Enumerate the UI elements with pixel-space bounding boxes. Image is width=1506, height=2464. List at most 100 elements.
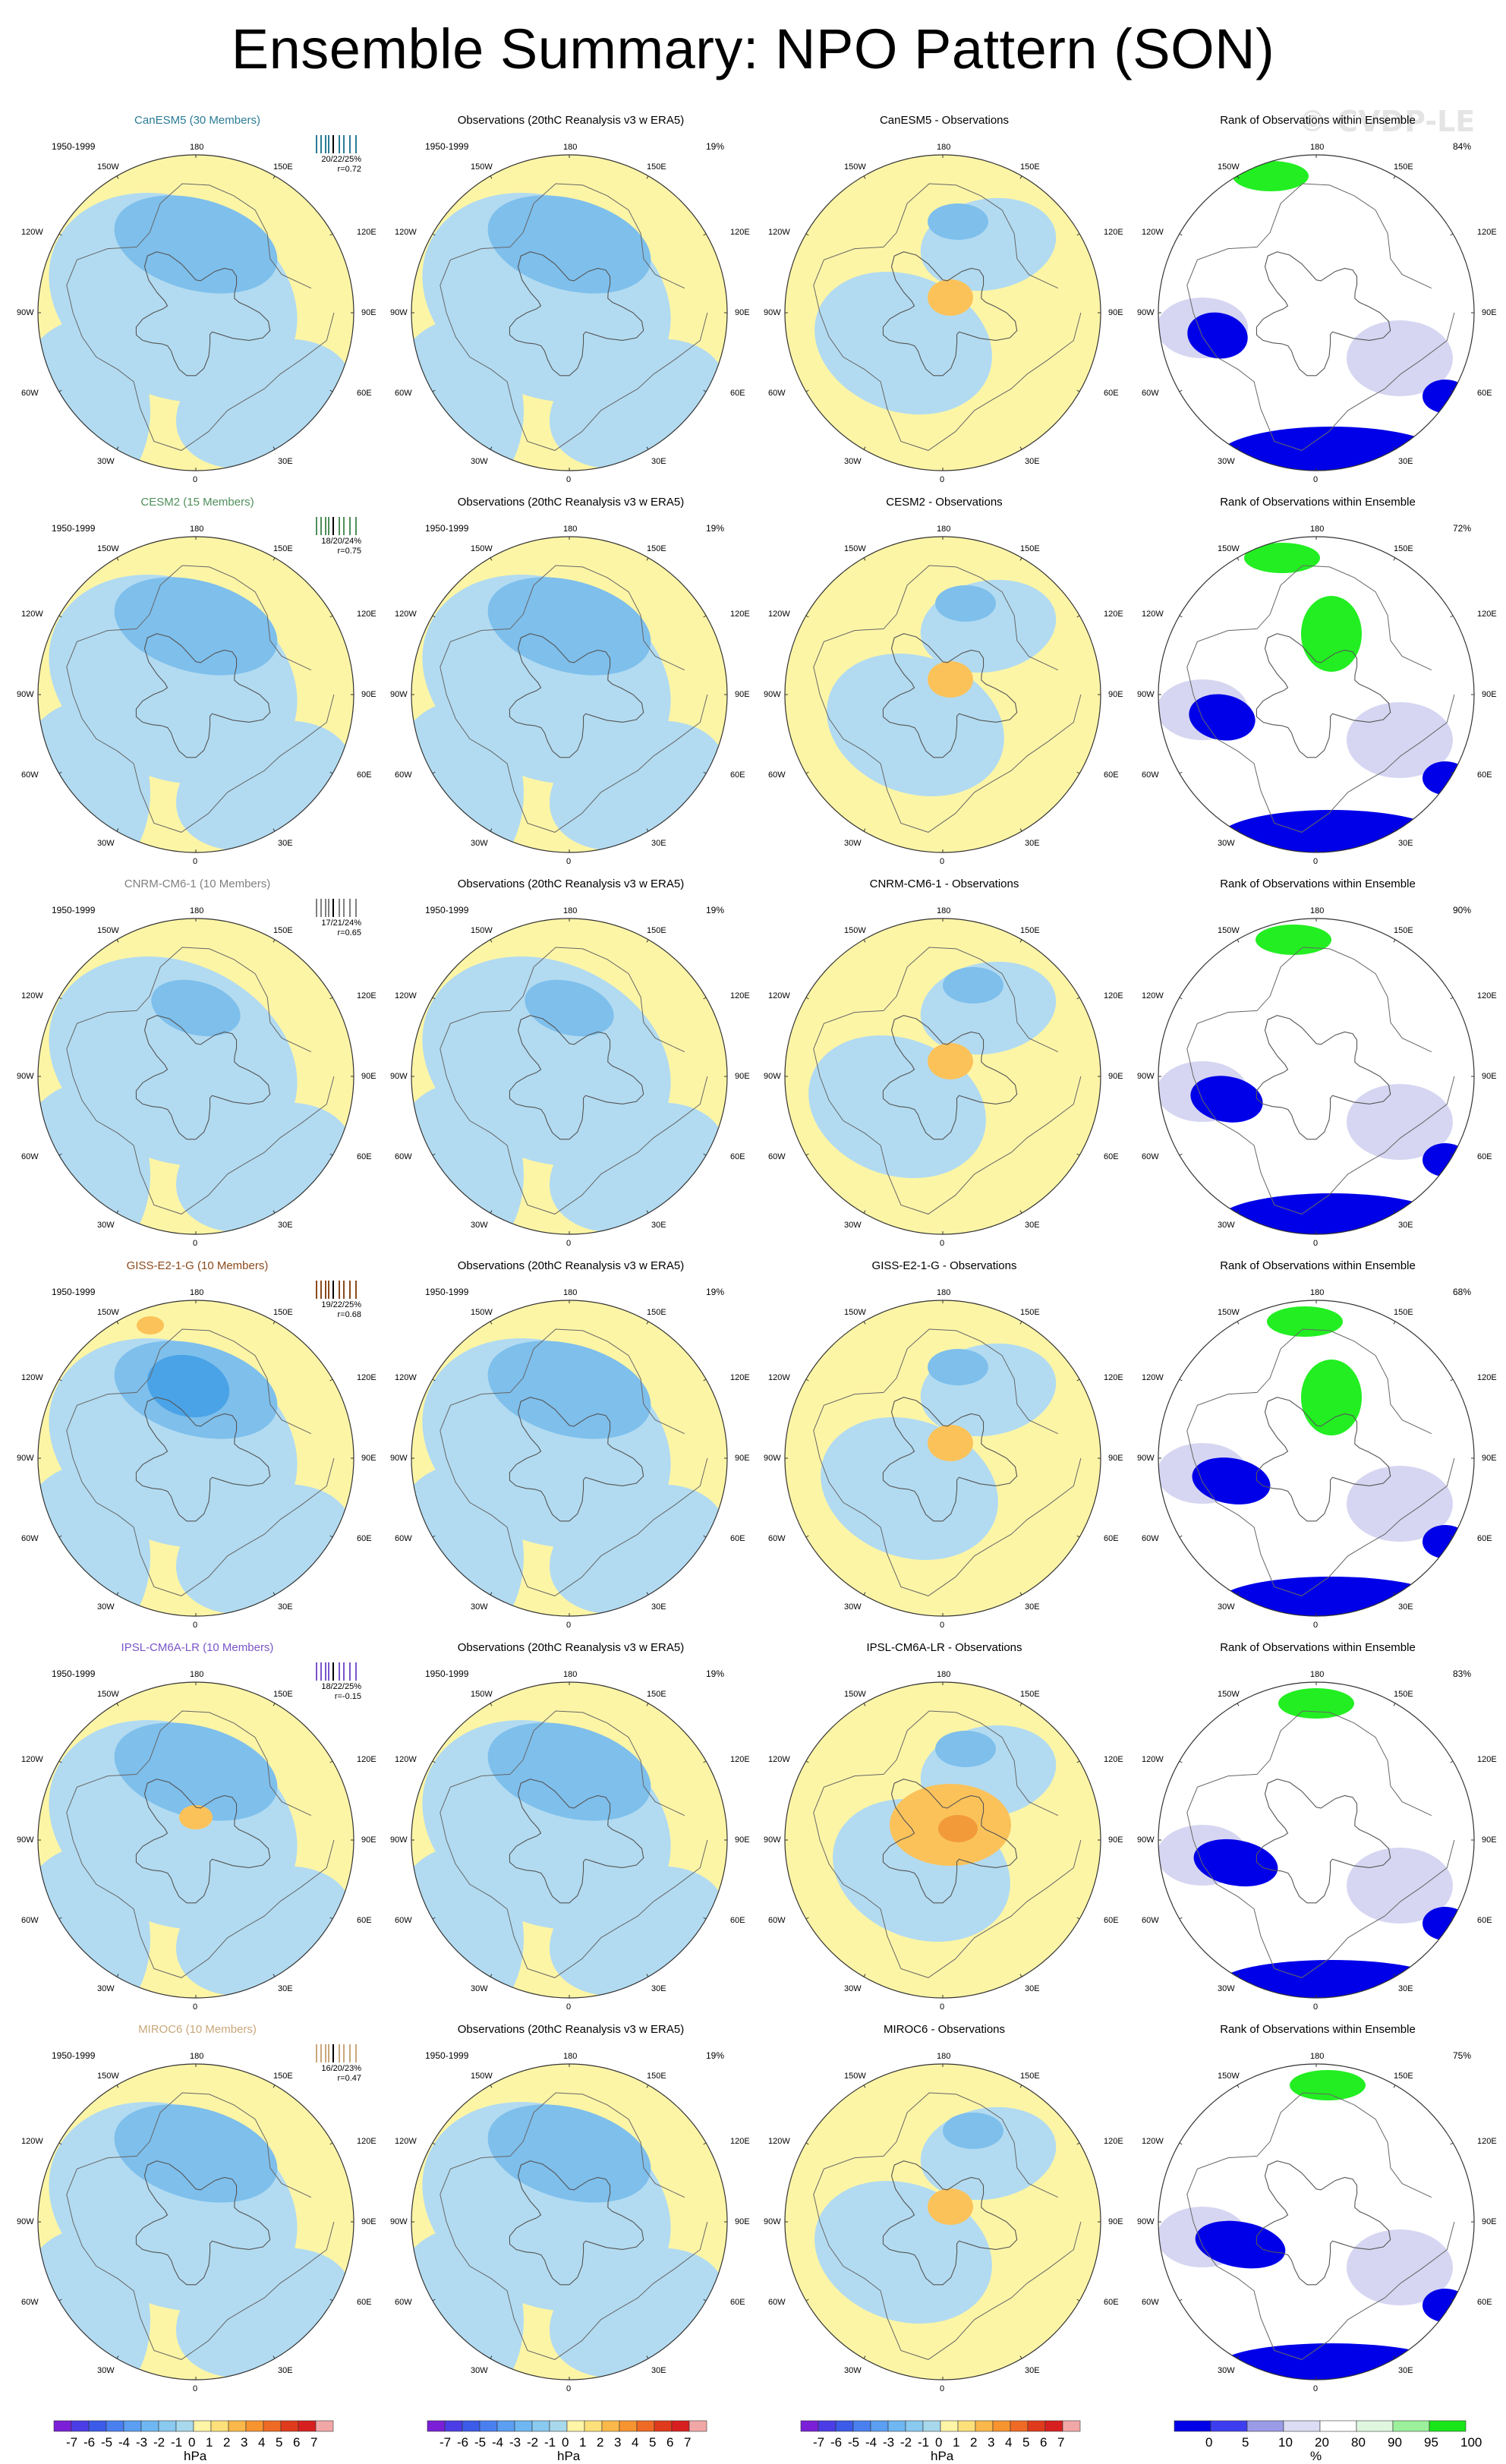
- difference-title: MIROC6 - Observations: [883, 2023, 1006, 2036]
- rank-panel: Rank of Observations within Ensemble 68% 1…: [1136, 1232, 1500, 1630]
- longitude-label: 60W: [1142, 1152, 1159, 1161]
- graticule-tick: [1393, 175, 1396, 179]
- colorbar-tick-label: 4: [1005, 2435, 1013, 2450]
- variance-stats: 19/22/25% r=0.68: [267, 1281, 361, 1320]
- graticule-tick: [1179, 2299, 1183, 2302]
- longitude-label: 60E: [1477, 389, 1492, 398]
- map-field: [785, 918, 1101, 1234]
- rank-percent: 68%: [1453, 1287, 1472, 1297]
- coastline: [813, 947, 1082, 1215]
- longitude-label: 90E: [735, 1454, 750, 1463]
- spread-tick: [320, 1281, 322, 1299]
- period-label: 1950-1999: [52, 141, 96, 152]
- graticule-tick: [432, 615, 436, 618]
- contour-region: [1190, 1076, 1263, 1123]
- rank-field: [1158, 2064, 1474, 2380]
- spread-tick: [339, 2044, 340, 2062]
- rank-field: [1158, 155, 1474, 471]
- longitude-label: 180: [563, 525, 578, 534]
- longitude-label: 90E: [1108, 2217, 1123, 2226]
- longitude-label: 120W: [1142, 1755, 1164, 1764]
- longitude-label: 90E: [735, 308, 750, 317]
- colorbar-tick-label: -1: [918, 2435, 930, 2450]
- colorbar-tick-label: 3: [614, 2435, 622, 2450]
- graticule-tick: [863, 1974, 866, 1977]
- stats-percent: 18/20/24%: [321, 537, 361, 546]
- contour-region: [179, 1805, 213, 1829]
- longitude-label: 150W: [97, 162, 119, 172]
- longitude-label: 90E: [735, 690, 750, 699]
- graticule-tick: [703, 997, 707, 1000]
- colorbar-swatch: [992, 2420, 1011, 2432]
- graticule-tick: [1019, 939, 1022, 943]
- longitude-label: 60E: [357, 389, 372, 398]
- observations-panel: Observations (20thC Reanalysis v3 w ERA5…: [389, 1232, 753, 1630]
- polar-map: [411, 2063, 728, 2381]
- contour-region: [1301, 1360, 1362, 1435]
- longitude-label: 150E: [273, 162, 293, 172]
- model-title: CanESM5 (30 Members): [134, 114, 260, 127]
- graticule-tick: [1076, 1760, 1080, 1763]
- colorbar-swatch: [427, 2420, 446, 2432]
- colorbar-swatch: [975, 2420, 994, 2432]
- graticule-tick: [703, 2142, 707, 2145]
- longitude-label: 120E: [730, 1755, 750, 1764]
- coastline: [1186, 2092, 1455, 2360]
- map-field: [411, 537, 727, 852]
- model-title: MIROC6 (10 Members): [138, 2023, 257, 2036]
- contour-region: [114, 195, 278, 294]
- colorbar-swatch: [922, 2420, 941, 2432]
- colorbar-swatch: [957, 2420, 976, 2432]
- spread-tick: [343, 135, 345, 153]
- longitude-label: 60E: [357, 1152, 372, 1161]
- coastline: [1256, 251, 1391, 377]
- longitude-label: 180: [937, 2052, 951, 2061]
- rank-field: [1158, 1300, 1474, 1616]
- spread-tick: [325, 2044, 326, 2062]
- difference-title: CNRM-CM6-1 - Observations: [869, 878, 1019, 890]
- colorbar-swatch: [835, 2420, 854, 2432]
- graticule-tick: [1450, 2142, 1454, 2145]
- polar-map: [1158, 2063, 1475, 2381]
- colorbar-tick-label: -4: [865, 2435, 877, 2450]
- coastline: [440, 1328, 708, 1596]
- colorbar-tick-label: 20: [1315, 2435, 1329, 2450]
- coastline: [882, 1015, 1018, 1140]
- colorbar-swatches: [800, 2420, 1081, 2432]
- longitude-label: 30E: [1398, 839, 1413, 848]
- contour-region: [928, 203, 988, 240]
- coastline: [813, 1328, 1082, 1596]
- contour-region: [1187, 312, 1248, 359]
- longitude-label: 150W: [97, 1308, 119, 1317]
- colorbar-tick-label: -3: [883, 2435, 895, 2450]
- longitude-label: 90W: [17, 2217, 34, 2226]
- colorbar-tick-label: 6: [666, 2435, 674, 2450]
- longitude-label: 120W: [768, 1373, 790, 1382]
- graticule-tick: [116, 939, 119, 943]
- hpa-colorbar: -7 -6 -5 -4 -3 -2 -1 0 1 2 3 4 5 6 7 hPa: [800, 2420, 1081, 2463]
- graticule-tick: [1019, 1974, 1022, 1977]
- pattern-correlation: r=0.47: [337, 2074, 362, 2083]
- colorbar-unit: hPa: [931, 2449, 954, 2463]
- graticule-tick: [432, 2299, 436, 2302]
- longitude-label: 30E: [651, 1984, 666, 1993]
- longitude-label: 150E: [647, 1308, 666, 1317]
- longitude-label: 90W: [17, 690, 34, 699]
- page-title: Ensemble Summary: NPO Pattern (SON): [231, 17, 1275, 80]
- graticule-tick: [1237, 557, 1240, 561]
- polar-map: [37, 1300, 354, 1617]
- longitude-label: 150E: [273, 1308, 293, 1317]
- longitude-label: 180: [1310, 1288, 1325, 1297]
- observations-panel: Observations (20thC Reanalysis v3 w ERA5…: [389, 850, 753, 1248]
- coastline: [509, 2160, 644, 2286]
- longitude-label: 0: [940, 475, 945, 484]
- longitude-label: 120W: [1142, 228, 1164, 237]
- colorbar-tick-label: -6: [83, 2435, 96, 2450]
- graticule-tick: [329, 997, 333, 1000]
- colorbar-swatch: [566, 2420, 585, 2432]
- longitude-label: 120E: [1104, 228, 1123, 237]
- graticule-tick: [432, 233, 436, 236]
- longitude-label: 30E: [1025, 1984, 1040, 1993]
- spread-tick: [316, 2044, 317, 2062]
- polar-map: [1158, 918, 1475, 1235]
